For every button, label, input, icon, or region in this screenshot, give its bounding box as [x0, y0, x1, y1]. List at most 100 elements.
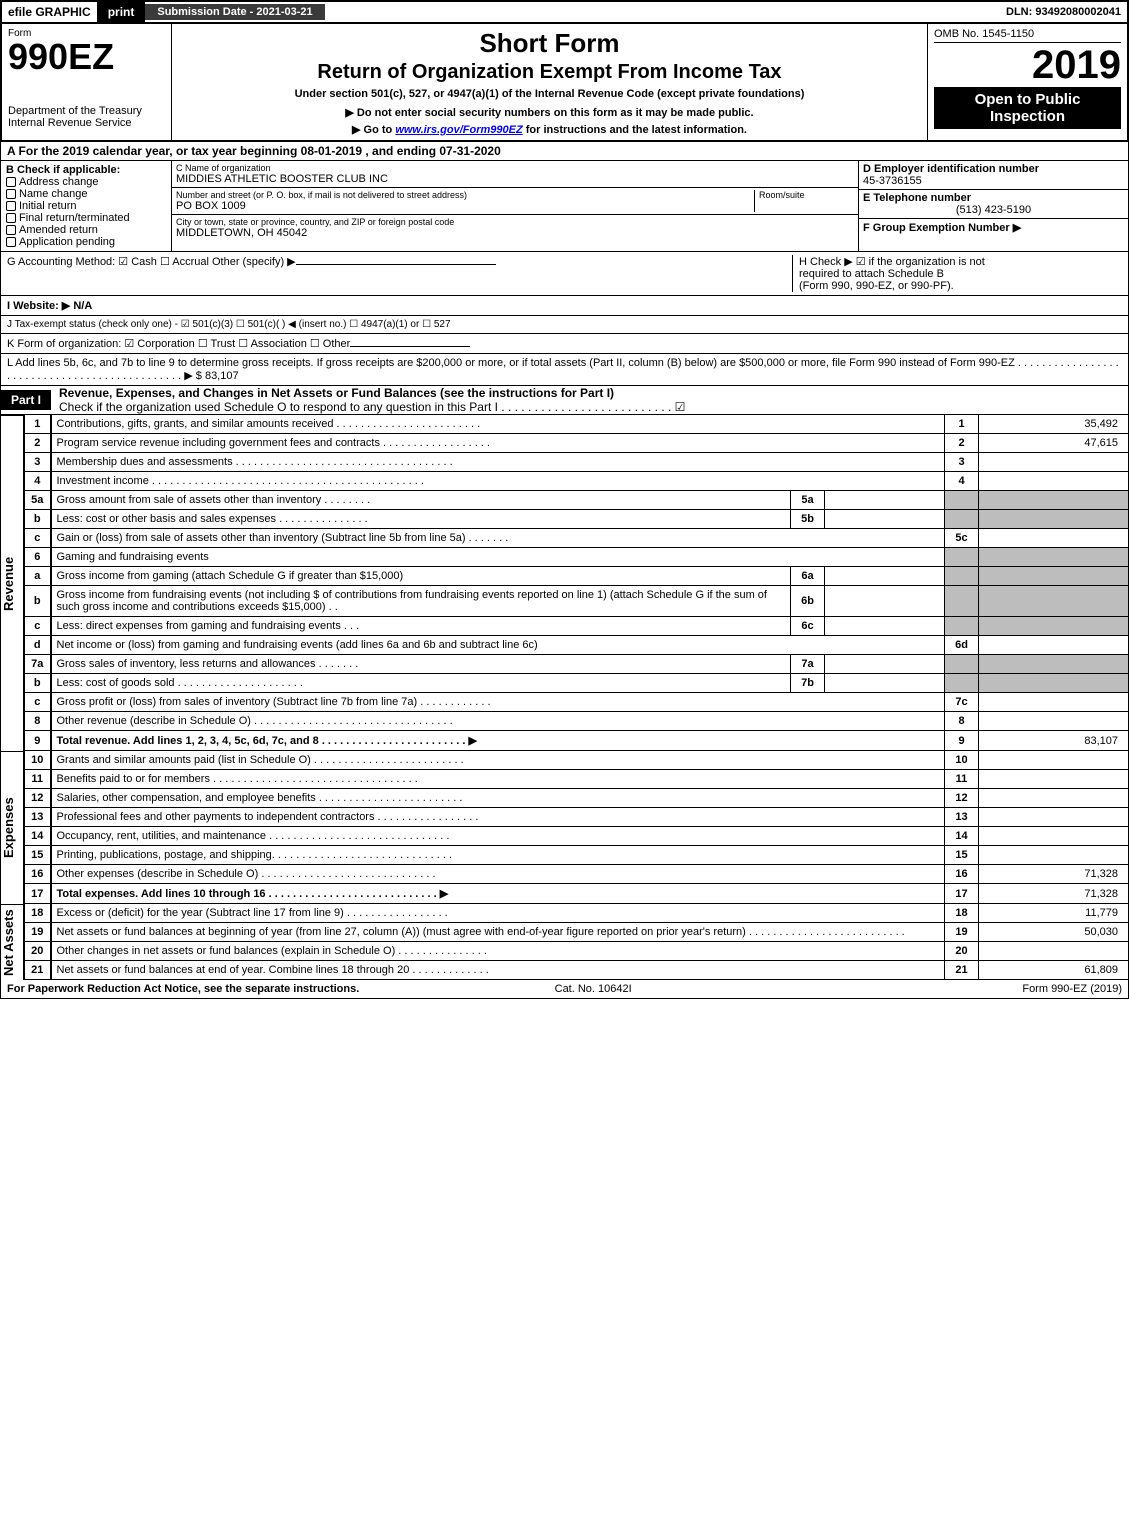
table-row: 6Gaming and fundraising events [25, 548, 1129, 567]
line-number: d [25, 636, 51, 655]
line-number: 16 [25, 865, 51, 884]
line-number: 5a [25, 491, 51, 510]
under-section-label: Under section 501(c), 527, or 4947(a)(1)… [176, 88, 923, 100]
line-desc: Gain or (loss) from sale of assets other… [51, 529, 945, 548]
mid-ref: 6c [791, 617, 825, 636]
revenue-table: 1Contributions, gifts, grants, and simil… [24, 415, 1129, 751]
page-footer: For Paperwork Reduction Act Notice, see … [0, 980, 1129, 999]
amount-value [979, 827, 1129, 846]
title-return-org: Return of Organization Exempt From Incom… [176, 61, 923, 84]
grey-cell [945, 617, 979, 636]
line-number: 15 [25, 846, 51, 865]
tax-year: 2019 [934, 45, 1121, 85]
line-number: b [25, 586, 51, 617]
line-desc: Net assets or fund balances at end of ye… [51, 961, 945, 980]
amount-value [979, 472, 1129, 491]
line-number: 2 [25, 434, 51, 453]
line-h: H Check ▶ ☑ if the organization is not r… [792, 255, 1122, 292]
line-desc: Less: cost of goods sold . . . . . . . .… [51, 674, 791, 693]
table-row: 20Other changes in net assets or fund ba… [25, 942, 1129, 961]
form-header: Form 990EZ Department of the Treasury In… [0, 24, 1129, 142]
line-desc: Less: direct expenses from gaming and fu… [51, 617, 791, 636]
table-row: 1Contributions, gifts, grants, and simil… [25, 415, 1129, 434]
goto-prefix: ▶ Go to [352, 124, 395, 136]
line-number: b [25, 674, 51, 693]
grey-cell [979, 655, 1129, 674]
line-g: G Accounting Method: ☑ Cash ☐ Accrual Ot… [7, 255, 792, 292]
line-desc: Occupancy, rent, utilities, and maintena… [51, 827, 945, 846]
checkbox-final-return[interactable]: Final return/terminated [6, 212, 166, 224]
grey-cell [979, 617, 1129, 636]
table-row: aGross income from gaming (attach Schedu… [25, 567, 1129, 586]
room-suite-label: Room/suite [759, 190, 854, 200]
checkbox-address-change[interactable]: Address change [6, 176, 166, 188]
amount-value: 11,779 [979, 904, 1129, 923]
line-desc: Gross income from fundraising events (no… [51, 586, 791, 617]
amount-value [979, 693, 1129, 712]
amount-value [979, 636, 1129, 655]
amount-value: 50,030 [979, 923, 1129, 942]
table-row: 13Professional fees and other payments t… [25, 808, 1129, 827]
line-number: 4 [25, 472, 51, 491]
mid-ref: 5b [791, 510, 825, 529]
grey-cell [945, 674, 979, 693]
dept-treasury-label: Department of the Treasury [8, 105, 165, 117]
mid-ref: 5a [791, 491, 825, 510]
ref-number: 19 [945, 923, 979, 942]
omb-label: OMB No. 1545-1150 [934, 28, 1121, 43]
goto-suffix: for instructions and the latest informat… [523, 124, 747, 136]
checkbox-amended-return[interactable]: Amended return [6, 224, 166, 236]
line-h-l1: H Check ▶ ☑ if the organization is not [799, 255, 1122, 268]
mid-value [825, 510, 945, 529]
line-desc: Benefits paid to or for members . . . . … [51, 770, 945, 789]
grey-cell [979, 586, 1129, 617]
line-k: K Form of organization: ☑ Corporation ☐ … [0, 334, 1129, 354]
line-j-text: J Tax-exempt status (check only one) - ☑… [7, 319, 451, 330]
ref-number: 1 [945, 415, 979, 434]
line-number: 11 [25, 770, 51, 789]
print-button[interactable]: print [97, 2, 146, 22]
grey-cell [945, 655, 979, 674]
table-row: 18Excess or (deficit) for the year (Subt… [25, 904, 1129, 923]
amount-value: 35,492 [979, 415, 1129, 434]
expenses-table: 10Grants and similar amounts paid (list … [24, 751, 1129, 904]
header-left-col: Form 990EZ Department of the Treasury In… [2, 24, 172, 140]
city-label: City or town, state or province, country… [176, 217, 854, 227]
irs-link[interactable]: www.irs.gov/Form990EZ [395, 124, 522, 136]
line-desc: Investment income . . . . . . . . . . . … [51, 472, 945, 491]
initial-return-label: Initial return [19, 200, 76, 212]
line-number: c [25, 529, 51, 548]
line-number: 7a [25, 655, 51, 674]
ref-number: 7c [945, 693, 979, 712]
expenses-side-label: Expenses [0, 751, 24, 904]
amount-value [979, 712, 1129, 731]
checkbox-application-pending[interactable]: Application pending [6, 236, 166, 248]
part1-tag: Part I [1, 390, 51, 410]
table-row: 8Other revenue (describe in Schedule O) … [25, 712, 1129, 731]
checkbox-initial-return[interactable]: Initial return [6, 200, 166, 212]
table-row: 4Investment income . . . . . . . . . . .… [25, 472, 1129, 491]
amount-value: 83,107 [979, 731, 1129, 751]
mid-ref: 7b [791, 674, 825, 693]
ref-number: 13 [945, 808, 979, 827]
line-number: 8 [25, 712, 51, 731]
ref-number: 20 [945, 942, 979, 961]
ref-number: 3 [945, 453, 979, 472]
checkbox-name-change[interactable]: Name change [6, 188, 166, 200]
grey-cell [979, 491, 1129, 510]
line-number: 17 [25, 884, 51, 904]
line-desc: Gross sales of inventory, less returns a… [51, 655, 791, 674]
table-row: 3Membership dues and assessments . . . .… [25, 453, 1129, 472]
line-number: 20 [25, 942, 51, 961]
table-row: bGross income from fundraising events (n… [25, 586, 1129, 617]
amount-value: 71,328 [979, 865, 1129, 884]
mid-ref: 7a [791, 655, 825, 674]
table-row: 21Net assets or fund balances at end of … [25, 961, 1129, 980]
table-row: 15Printing, publications, postage, and s… [25, 846, 1129, 865]
final-return-label: Final return/terminated [19, 212, 130, 224]
ref-number: 21 [945, 961, 979, 980]
table-row: 14Occupancy, rent, utilities, and mainte… [25, 827, 1129, 846]
grey-cell [945, 567, 979, 586]
info-block: B Check if applicable: Address change Na… [0, 161, 1129, 252]
line-desc: Net income or (loss) from gaming and fun… [51, 636, 945, 655]
